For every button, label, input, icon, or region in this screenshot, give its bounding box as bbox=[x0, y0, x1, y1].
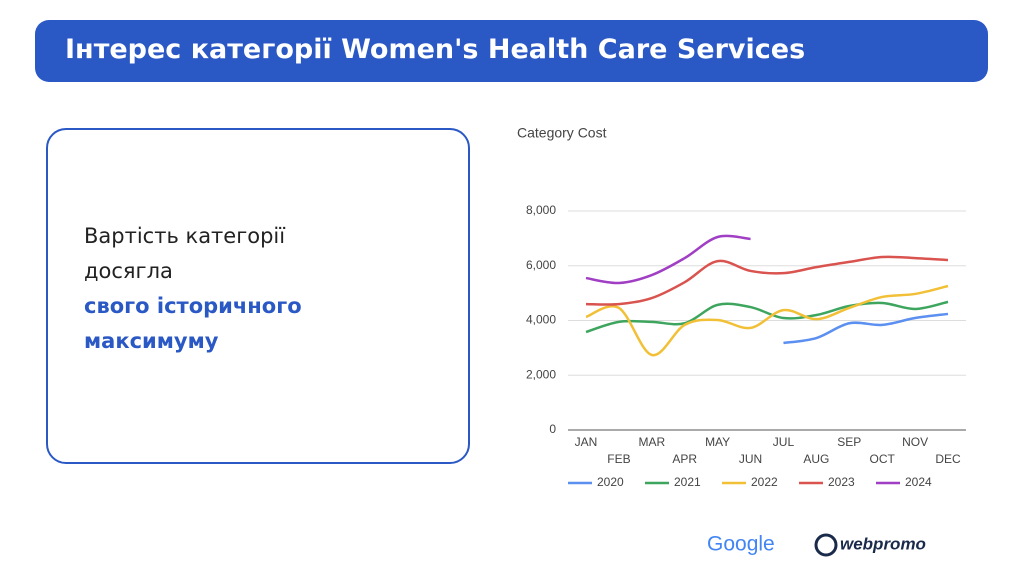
legend-label: 2020 bbox=[597, 475, 624, 489]
legend-label: 2024 bbox=[905, 475, 932, 489]
x-tick-label: JUN bbox=[739, 452, 762, 466]
webpromo-logo: webpromo bbox=[840, 534, 926, 553]
y-tick-label: 0 bbox=[549, 422, 556, 436]
x-tick-label: FEB bbox=[607, 452, 630, 466]
header-title: Інтерес категорії Women's Health Care Se… bbox=[65, 34, 806, 65]
series-line bbox=[585, 255, 949, 306]
card-highlight: свого історичного bbox=[84, 294, 302, 318]
legend-label: 2022 bbox=[751, 475, 778, 489]
y-tick-label: 8,000 bbox=[526, 203, 556, 217]
x-tick-label: SEP bbox=[837, 435, 861, 449]
card-text: досягла bbox=[84, 259, 173, 283]
series-line bbox=[585, 300, 949, 334]
series-line bbox=[585, 284, 949, 357]
header: Інтерес категорії Women's Health Care Se… bbox=[35, 20, 988, 82]
y-tick-label: 4,000 bbox=[526, 313, 556, 327]
x-tick-label: OCT bbox=[870, 452, 896, 466]
x-tick-label: MAR bbox=[638, 435, 665, 449]
series-line bbox=[783, 312, 949, 345]
x-tick-label: NOV bbox=[902, 435, 928, 449]
x-tick-label: JAN bbox=[575, 435, 598, 449]
x-tick-label: AUG bbox=[803, 452, 829, 466]
google-logo: Google bbox=[707, 533, 775, 556]
chart-title: Category Cost bbox=[517, 125, 607, 141]
webpromo-icon bbox=[814, 533, 838, 557]
x-tick-label: JUL bbox=[773, 435, 795, 449]
y-tick-label: 2,000 bbox=[526, 367, 556, 381]
card-text: Вартість категорії bbox=[84, 224, 286, 248]
legend-label: 2023 bbox=[828, 475, 855, 489]
x-tick-label: MAY bbox=[705, 435, 730, 449]
card-highlight: максимуму bbox=[84, 329, 219, 353]
legend-label: 2021 bbox=[674, 475, 701, 489]
card: Вартість категорії досягла свого історич… bbox=[46, 128, 470, 464]
x-tick-label: APR bbox=[672, 452, 697, 466]
series-line bbox=[585, 234, 751, 285]
y-tick-label: 6,000 bbox=[526, 258, 556, 272]
x-tick-label: DEC bbox=[935, 452, 961, 466]
